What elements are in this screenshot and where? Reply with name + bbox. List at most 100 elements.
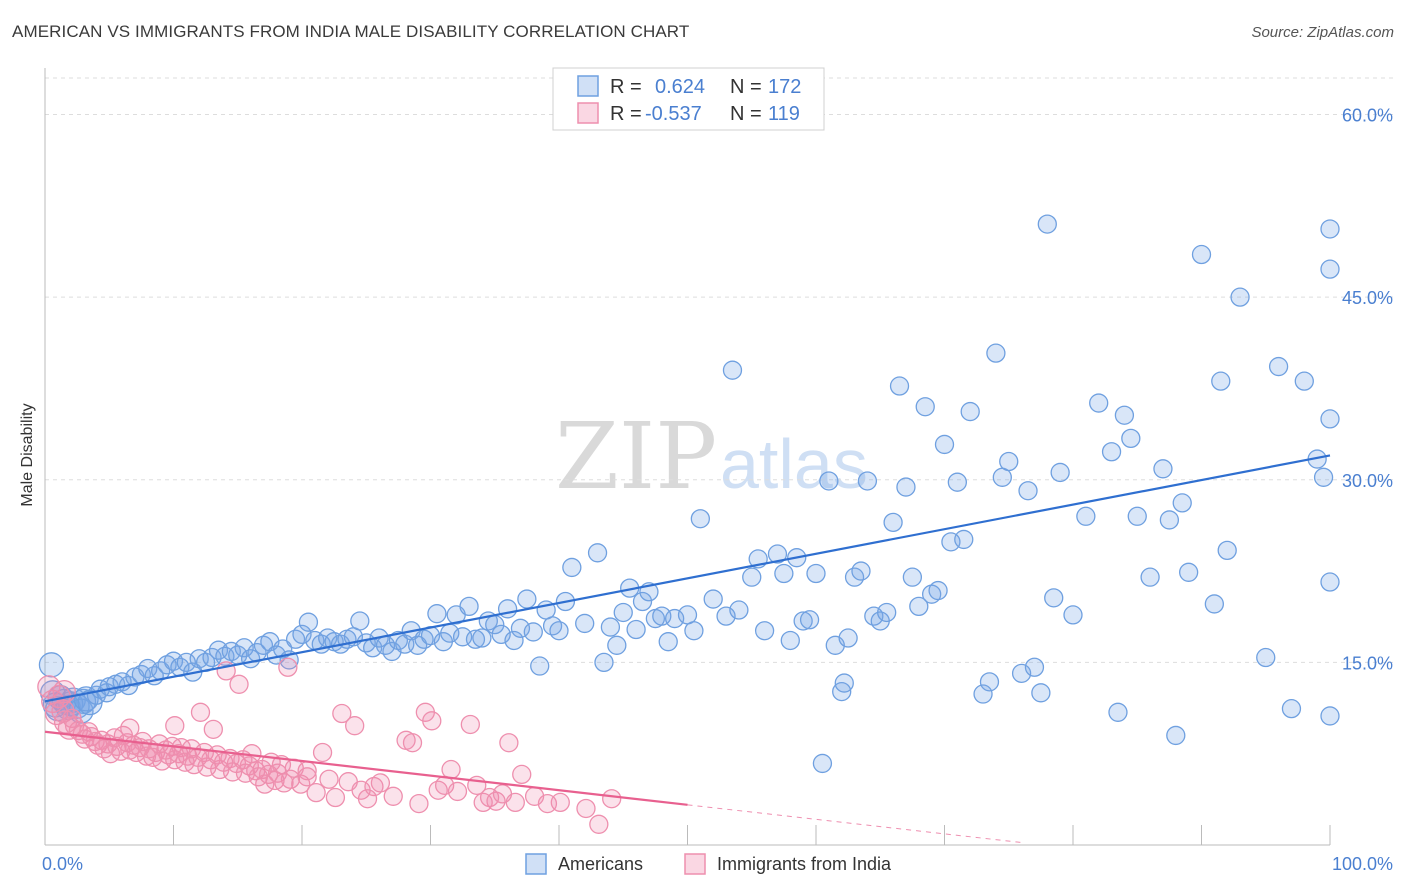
americans-point-122 <box>819 471 839 491</box>
americans-point-95 <box>613 602 633 623</box>
india-point-0 <box>37 675 61 699</box>
stats-n-label-americans: N = <box>730 76 762 98</box>
americans-point-73 <box>459 596 479 617</box>
source-label: Source: ZipAtlas.com <box>1251 24 1394 41</box>
americans-point-164 <box>1121 428 1141 449</box>
india-point-104 <box>486 791 506 811</box>
americans-point-182 <box>1313 467 1334 487</box>
india-point-98 <box>441 759 461 780</box>
americans-point-106 <box>690 509 710 529</box>
x-tick-labels: 0.0% 100.0% <box>42 854 1393 874</box>
americans-point-90 <box>575 613 595 634</box>
india-point-82 <box>325 787 346 808</box>
americans-point-102 <box>658 632 678 652</box>
americans-point-105 <box>684 621 704 641</box>
x-tick-label-1: 100.0% <box>1332 854 1393 874</box>
americans-point-87 <box>549 621 569 641</box>
india-trend-line <box>44 730 688 806</box>
americans-point-119 <box>799 610 820 630</box>
americans-point-155 <box>1037 214 1057 234</box>
india-point-118 <box>297 767 317 787</box>
legend-label-india: Immigrants from India <box>717 854 892 874</box>
americans-point-170 <box>1172 493 1192 513</box>
americans-point-56 <box>350 611 370 631</box>
chart-title: AMERICAN VS IMMIGRANTS FROM INDIA MALE D… <box>12 22 690 41</box>
americans-point-68 <box>427 604 447 624</box>
americans-point-173 <box>1204 594 1224 614</box>
americans-point-109 <box>722 360 743 380</box>
india-point-111 <box>550 792 570 813</box>
americans-point-160 <box>1089 393 1109 413</box>
americans-point-129 <box>857 471 878 491</box>
americans-point-156 <box>1044 588 1064 608</box>
americans-point-159 <box>1076 506 1096 526</box>
india-points <box>37 657 622 834</box>
americans-point-178 <box>1268 356 1289 377</box>
y-tick-label-3: 60.0% <box>1342 106 1393 126</box>
americans-point-138 <box>915 397 935 417</box>
americans-point-116 <box>780 630 800 651</box>
americans-point-44 <box>273 639 293 659</box>
americans-point-177 <box>1256 647 1276 668</box>
india-point-89 <box>370 773 391 793</box>
legend-swatch-india <box>684 853 706 875</box>
axes <box>44 68 1331 846</box>
americans-point-179 <box>1281 698 1302 719</box>
americans-point-74 <box>465 629 486 649</box>
americans-point-93 <box>600 617 621 637</box>
americans-point-169 <box>1166 725 1186 746</box>
legend: Americans Immigrants from India <box>525 853 892 875</box>
americans-point-0 <box>38 652 65 678</box>
americans-point-97 <box>626 619 646 640</box>
americans-point-184 <box>1320 706 1340 726</box>
india-point-113 <box>589 814 609 834</box>
stats-swatch-americans <box>577 75 599 97</box>
india-point-83 <box>332 703 352 724</box>
y-tick-label-1: 30.0% <box>1342 471 1393 491</box>
americans-point-186 <box>1320 572 1340 592</box>
x-tick-label-0: 0.0% <box>42 854 83 874</box>
americans-point-144 <box>954 529 974 550</box>
americans-point-84 <box>530 656 550 676</box>
legend-label-americans: Americans <box>558 854 643 874</box>
americans-point-111 <box>742 567 762 587</box>
india-point-81 <box>319 769 339 789</box>
stats-r-value-americans: 0.624 <box>655 76 705 98</box>
americans-point-187 <box>1320 219 1340 239</box>
stats-r-label-americans: R = <box>610 76 642 98</box>
americans-point-154 <box>1031 683 1051 703</box>
india-point-112 <box>576 798 596 819</box>
americans-point-163 <box>1114 405 1135 425</box>
americans-point-48 <box>298 612 319 632</box>
americans-point-114 <box>767 544 788 564</box>
americans-point-126 <box>838 628 858 648</box>
stats-swatch-india <box>577 102 599 124</box>
americans-point-158 <box>1063 605 1083 625</box>
americans-trend-line <box>44 454 1331 703</box>
india-point-95 <box>422 711 442 731</box>
india-point-92 <box>402 733 423 753</box>
americans-point-134 <box>889 376 910 396</box>
americans-point-153 <box>1024 657 1045 677</box>
americans-point-118 <box>793 611 813 631</box>
americans-point-183 <box>1320 259 1340 279</box>
americans-point-110 <box>729 600 749 620</box>
india-point-75 <box>280 769 301 789</box>
india-trend-extension <box>687 804 1022 844</box>
india-point-100 <box>460 714 480 735</box>
americans-point-107 <box>703 589 723 609</box>
americans-point-120 <box>806 563 826 584</box>
india-point-74 <box>278 657 298 677</box>
americans-point-167 <box>1153 459 1173 479</box>
americans-point-125 <box>834 673 854 693</box>
americans-point-162 <box>1108 702 1128 722</box>
americans-points <box>38 214 1340 774</box>
americans-point-147 <box>979 672 1000 692</box>
india-point-59 <box>229 674 249 694</box>
americans-point-82 <box>517 589 537 609</box>
americans-point-166 <box>1140 567 1160 587</box>
americans-point-174 <box>1211 371 1231 391</box>
americans-point-146 <box>973 684 993 704</box>
americans-point-175 <box>1217 540 1237 561</box>
